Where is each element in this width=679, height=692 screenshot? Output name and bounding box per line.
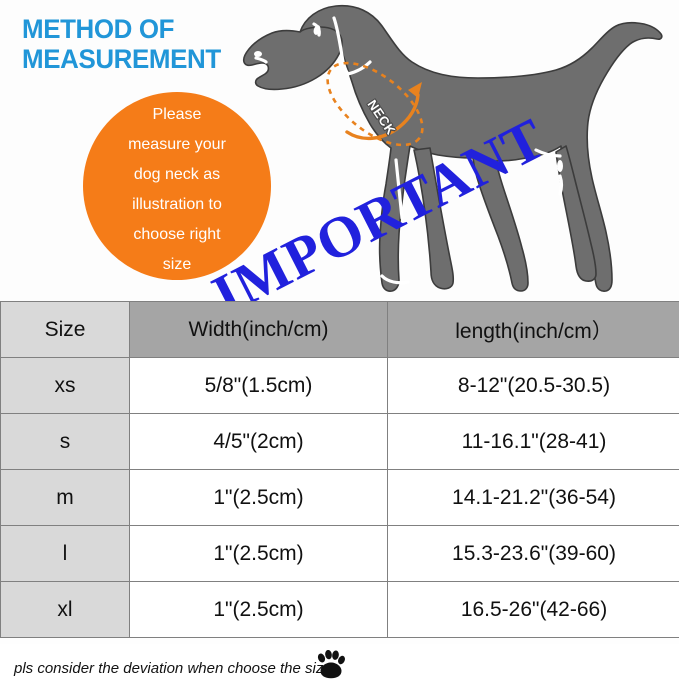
callout-circle [83, 92, 271, 280]
neck-measure-loop [326, 61, 424, 147]
column-header-width: Width(inch/cm) [129, 301, 388, 358]
table-row: s 4/5"(2cm) 11-16.1"(28-41) [0, 413, 679, 470]
table-row: xs 5/8"(1.5cm) 8-12"(20.5-30.5) [0, 357, 679, 414]
cell-length: 8-12"(20.5-30.5) [387, 357, 679, 414]
cell-width: 4/5"(2cm) [129, 413, 388, 470]
cell-size: l [0, 525, 130, 582]
cell-size: xl [0, 581, 130, 638]
illustration-panel: NECK METHOD OF MEASUREMENT Please measur… [0, 0, 679, 301]
cell-size: s [0, 413, 130, 470]
dog-illustration [242, 4, 663, 292]
cell-length: 11-16.1"(28-41) [387, 413, 679, 470]
cell-length: 15.3-23.6"(39-60) [387, 525, 679, 582]
column-header-size: Size [0, 301, 130, 358]
table-row: l 1"(2.5cm) 15.3-23.6"(39-60) [0, 525, 679, 582]
cell-width: 5/8"(1.5cm) [129, 357, 388, 414]
cell-size: xs [0, 357, 130, 414]
cell-length: 14.1-21.2"(36-54) [387, 469, 679, 526]
cell-size: m [0, 469, 130, 526]
footer-note: pls consider the deviation when choose t… [14, 660, 336, 677]
cell-width: 1"(2.5cm) [129, 525, 388, 582]
table-header-row: Size Width(inch/cm) length(inch/cm） [0, 301, 679, 358]
column-header-length: length(inch/cm） [387, 301, 679, 358]
cell-width: 1"(2.5cm) [129, 469, 388, 526]
cell-length: 16.5-26"(42-66) [387, 581, 679, 638]
paw-print-icon [317, 650, 345, 679]
cell-width: 1"(2.5cm) [129, 581, 388, 638]
table-row: m 1"(2.5cm) 14.1-21.2"(36-54) [0, 469, 679, 526]
size-chart-table: Size Width(inch/cm) length(inch/cm） xs 5… [0, 301, 679, 638]
callout-text: Please measure your dog neck as illustra… [128, 106, 226, 273]
page-title: METHOD OF MEASUREMENT [22, 14, 221, 74]
table-row: xl 1"(2.5cm) 16.5-26"(42-66) [0, 581, 679, 638]
